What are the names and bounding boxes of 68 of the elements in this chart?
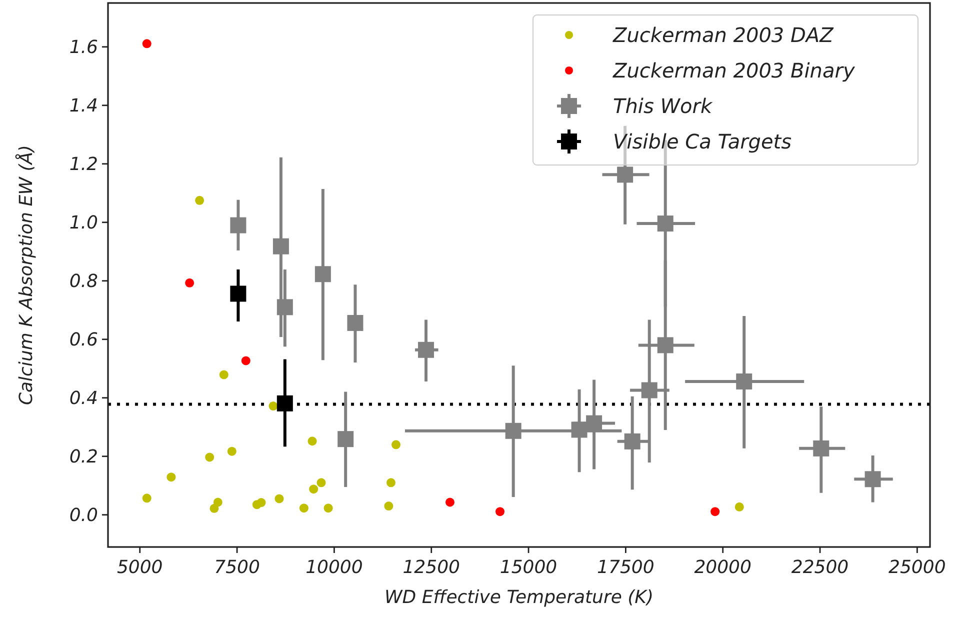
y-axis-title: Calcium K Absorption EW (Å) (15, 144, 37, 406)
point (276, 395, 293, 412)
x-tick-label: 20000 (694, 557, 752, 578)
point (274, 494, 284, 504)
x-tick-label: 12500 (402, 557, 460, 578)
point (324, 504, 333, 513)
point (624, 433, 640, 450)
point (142, 39, 152, 48)
point (230, 286, 246, 302)
y-tick-label: 1.0 (69, 212, 98, 234)
point (195, 196, 204, 205)
point (736, 373, 752, 390)
point (219, 370, 228, 380)
point (641, 382, 658, 398)
point (276, 299, 293, 316)
point (657, 337, 674, 354)
legend-label: This Work (613, 94, 714, 118)
x-axis-title: WD Effective Temperature (K) (384, 587, 654, 608)
point (617, 166, 634, 183)
point (268, 402, 278, 411)
x-tick-label: 15000 (500, 557, 558, 578)
point (505, 422, 522, 439)
point (213, 498, 222, 507)
legend-label: Visible Ca Targets (613, 130, 792, 154)
y-tick-label: 1.6 (69, 36, 98, 58)
point (308, 436, 317, 446)
point (166, 472, 176, 482)
point (495, 507, 504, 516)
point (657, 216, 674, 232)
point (314, 266, 331, 282)
point (185, 278, 194, 288)
x-tick-label: 7500 (214, 557, 260, 578)
y-tick-label: 0.4 (69, 388, 98, 409)
point (384, 502, 394, 511)
y-tick-label: 0.0 (69, 504, 98, 526)
x-tick-label: 17500 (597, 557, 654, 578)
point (391, 440, 400, 450)
y-tick-label: 1.4 (69, 95, 98, 116)
point (272, 238, 289, 254)
point (241, 356, 250, 366)
point (309, 484, 318, 494)
point (256, 498, 266, 508)
point (205, 452, 214, 462)
point (418, 342, 434, 358)
point (316, 478, 326, 488)
point (338, 431, 354, 448)
x-tick-label: 22500 (791, 557, 849, 578)
point (386, 478, 396, 488)
point (299, 504, 308, 513)
x-tick-label: 10000 (306, 557, 363, 578)
y-tick-label: 0.6 (69, 329, 98, 350)
point (142, 494, 152, 503)
point (347, 314, 364, 331)
point (445, 498, 454, 507)
point (227, 446, 236, 456)
point (230, 217, 246, 234)
x-tick-label: 5000 (116, 557, 163, 578)
x-tick-label: 25000 (888, 557, 946, 578)
point (586, 415, 602, 432)
legend-label: Zuckerman 2003 Binary (612, 58, 856, 82)
y-tick-label: 0.8 (69, 270, 98, 292)
point (813, 440, 830, 456)
point (864, 471, 881, 488)
point (710, 507, 720, 516)
legend-label: Zuckerman 2003 DAZ (612, 23, 835, 47)
y-tick-label: 0.2 (69, 446, 98, 468)
point (734, 502, 744, 512)
y-tick-label: 1.2 (69, 154, 98, 175)
